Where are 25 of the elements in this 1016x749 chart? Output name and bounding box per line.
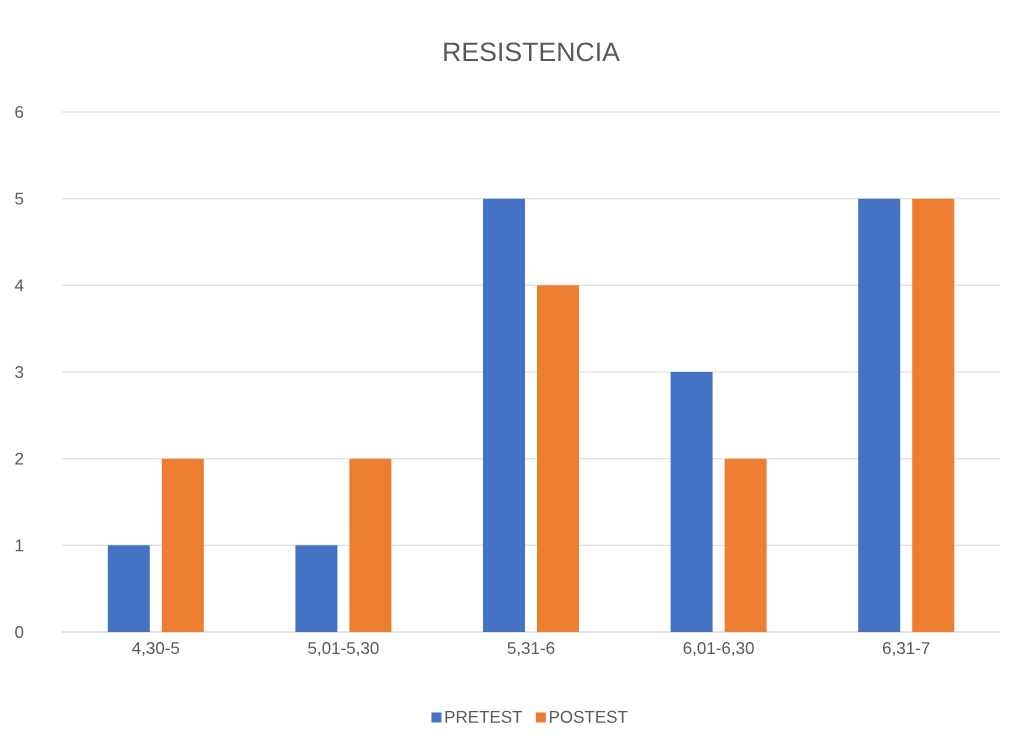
bar: [537, 285, 580, 632]
x-tick-label: 5,31-6: [507, 642, 555, 657]
x-tick-label: 6,31-7: [882, 642, 930, 657]
y-tick-label: 2: [15, 452, 24, 465]
bar: [670, 372, 713, 632]
bar: [858, 198, 901, 632]
y-tick-label: 5: [15, 192, 24, 205]
y-tick-label: 0: [15, 625, 24, 639]
y-tick-label: 3: [15, 365, 24, 379]
bar: [107, 545, 150, 632]
bar: [349, 458, 392, 632]
y-tick-label: 1: [15, 539, 24, 552]
legend-label: PRETEST: [445, 710, 523, 723]
bar: [483, 198, 526, 632]
x-tick-label: 4,30-5: [132, 642, 180, 657]
y-tick-label: 4: [14, 279, 24, 292]
bar: [161, 458, 204, 632]
y-tick-label: 6: [15, 105, 24, 119]
bar: [912, 198, 955, 632]
x-tick-label: 6,01-6,30: [683, 642, 754, 657]
bar: [295, 545, 338, 632]
chart-title: RESISTENCIA: [444, 42, 620, 62]
x-tick-label: 5,01-5,30: [308, 642, 379, 657]
legend-label: POSTEST: [549, 710, 628, 723]
bar: [724, 458, 767, 632]
